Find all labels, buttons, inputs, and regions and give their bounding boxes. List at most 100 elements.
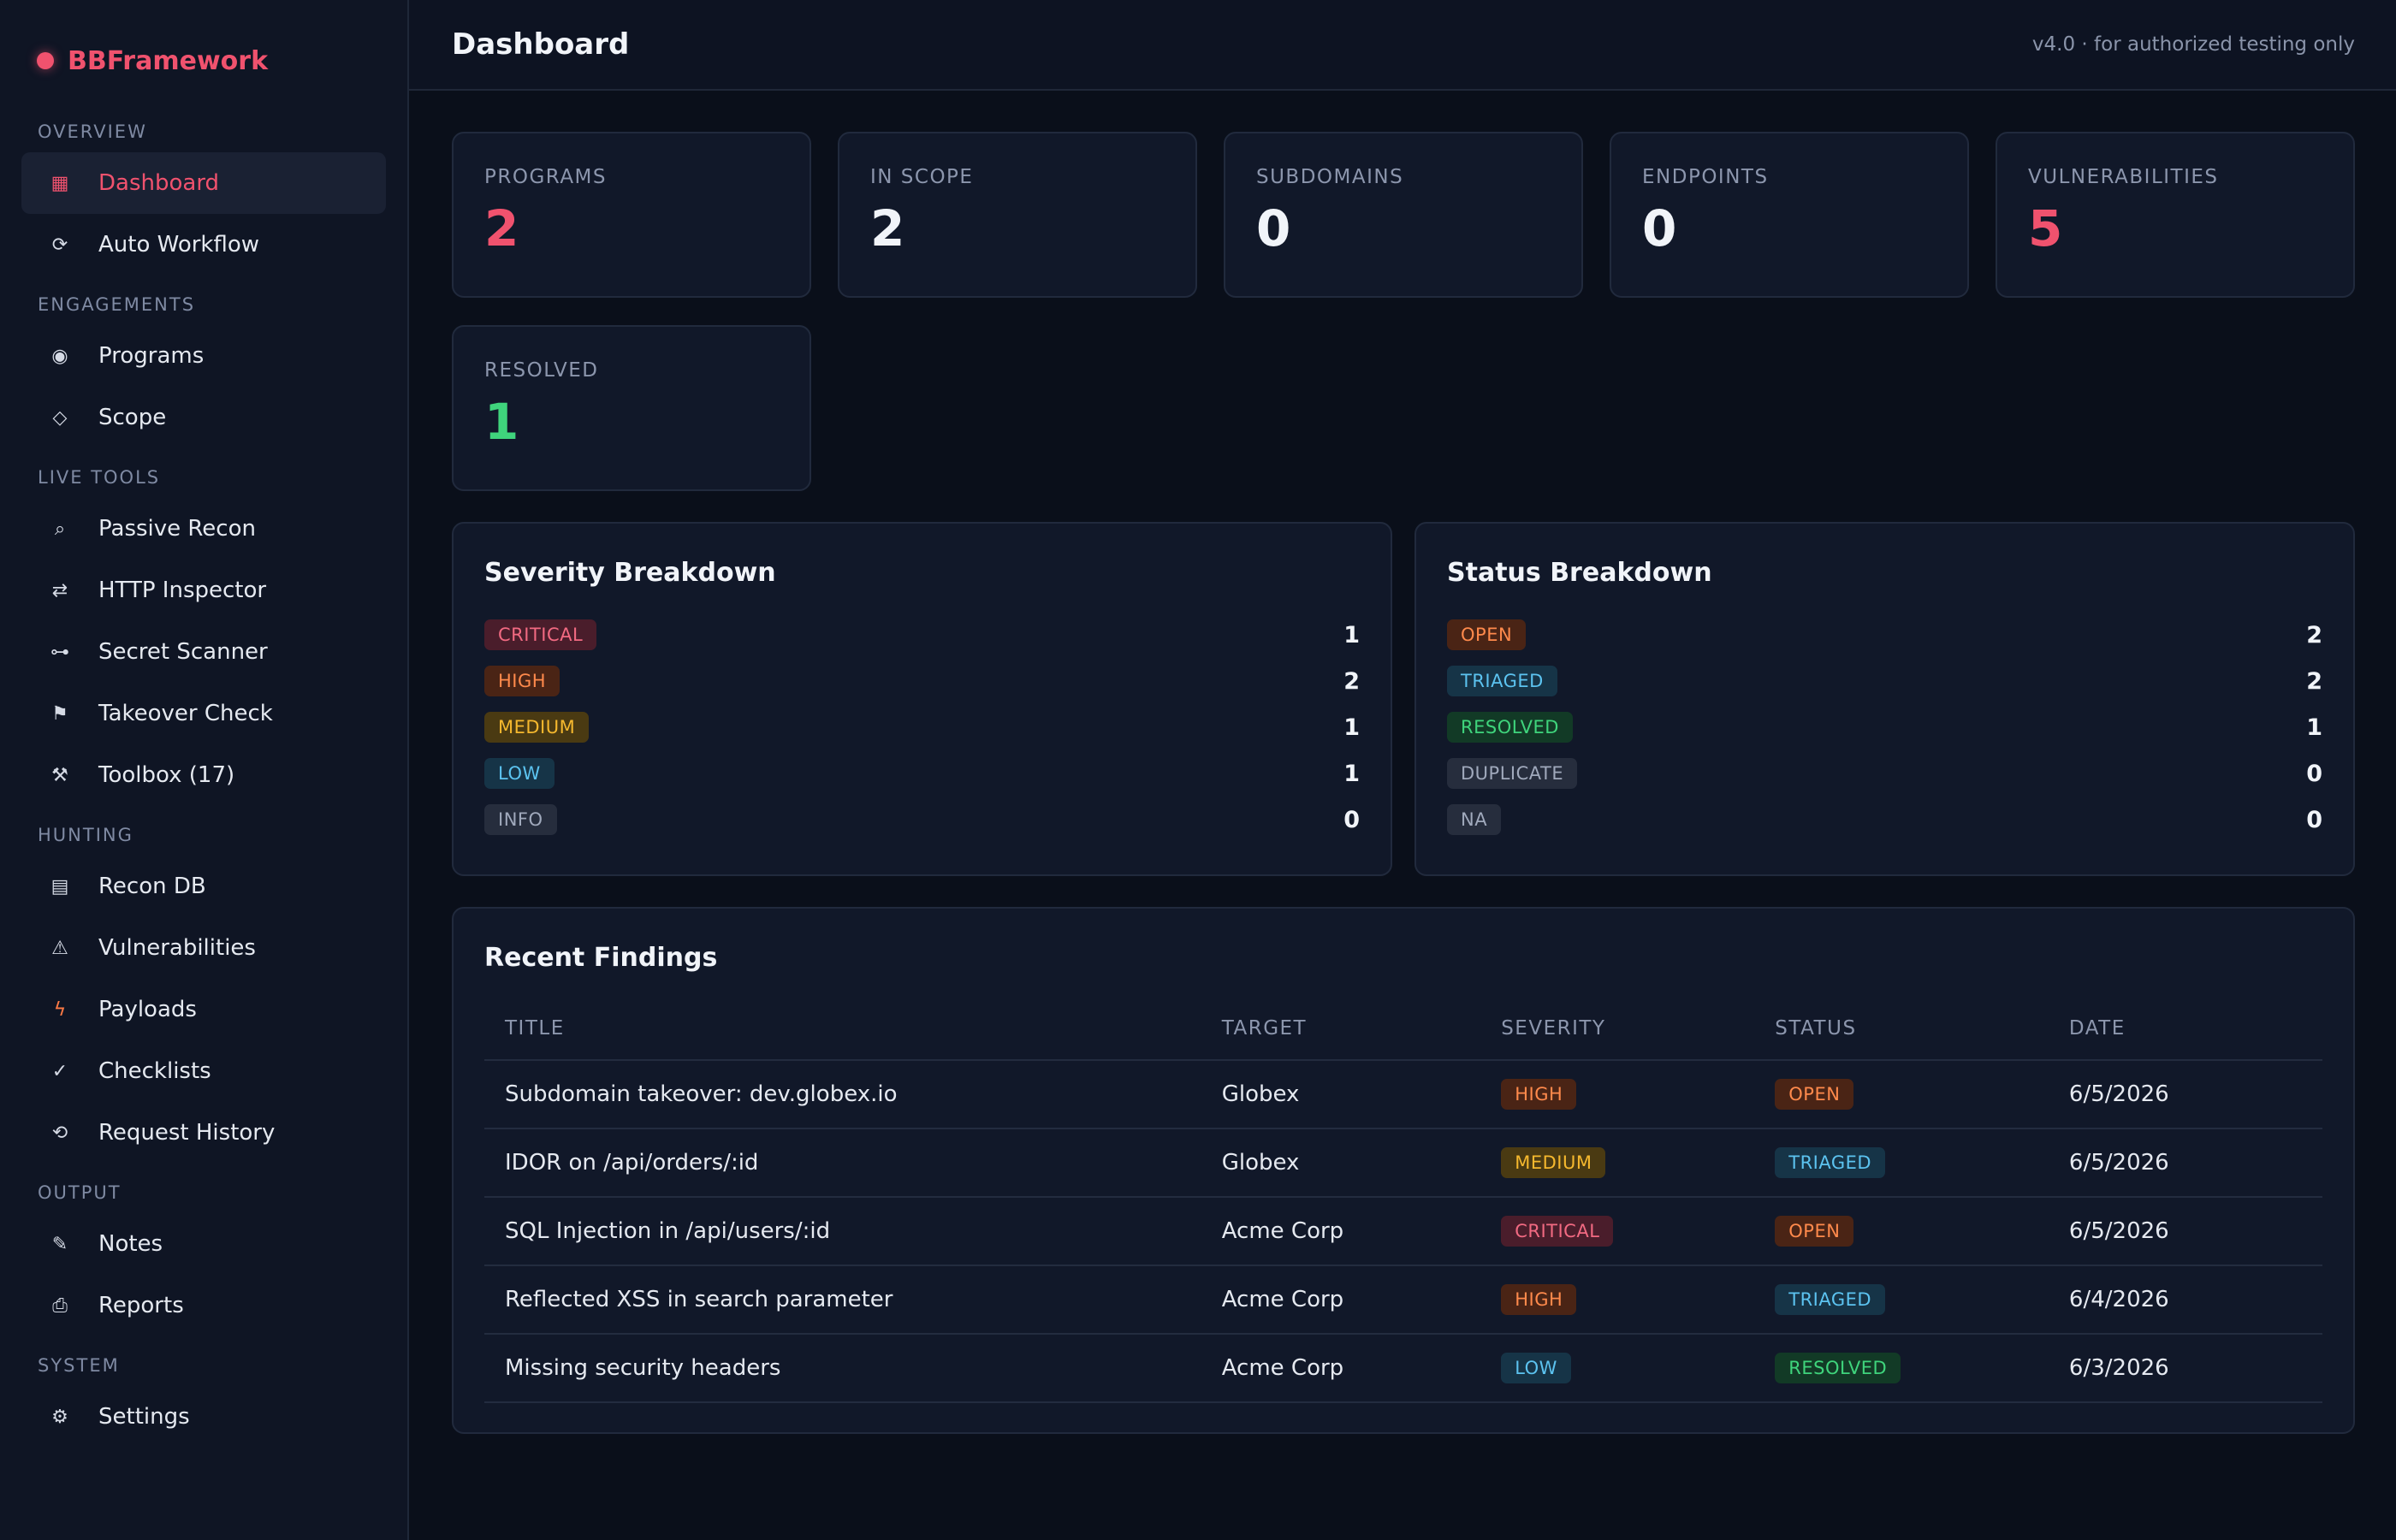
table-row[interactable]: SQL Injection in /api/users/:id Acme Corp…: [484, 1197, 2322, 1266]
finding-title: SQL Injection in /api/users/:id: [484, 1197, 1201, 1266]
status-badge: RESOLVED: [1775, 1353, 1901, 1383]
report-icon: ⎙: [52, 1294, 68, 1317]
status-badge: RESOLVED: [1447, 712, 1573, 743]
sidebar: BBFramework OVERVIEW ▦ Dashboard ⟳ Auto Work…: [0, 0, 409, 1540]
status-badge: TRIAGED: [1447, 666, 1557, 696]
target-icon: ◉: [51, 345, 68, 367]
sidebar-item-label: Takeover Check: [98, 701, 273, 726]
sidebar-item-recon-db[interactable]: ▤ Recon DB: [21, 856, 386, 917]
finding-severity: CRITICAL: [1480, 1197, 1755, 1266]
sidebar-item-dashboard[interactable]: ▦ Dashboard: [21, 152, 386, 214]
severity-badge: CRITICAL: [484, 619, 597, 650]
check-icon: ✓: [51, 1060, 68, 1082]
gear-icon: ⚙: [51, 1406, 68, 1428]
finding-date: 6/5/2026: [2048, 1197, 2322, 1266]
status-row-resolved: RESOLVED 1: [1447, 704, 2322, 750]
sidebar-item-toolbox-17[interactable]: ⚒ Toolbox (17): [21, 744, 386, 806]
finding-severity: HIGH: [1480, 1265, 1755, 1335]
sidebar-item-vulnerabilities[interactable]: ⚠ Vulnerabilities: [21, 917, 386, 979]
sidebar-item-label: Settings: [98, 1404, 190, 1430]
finding-target: Acme Corp: [1201, 1197, 1481, 1266]
finding-target: Acme Corp: [1201, 1334, 1481, 1403]
sidebar-item-programs[interactable]: ◉ Programs: [21, 325, 386, 387]
table-row[interactable]: IDOR on /api/orders/:id Globex MEDIUM TRIAG…: [484, 1128, 2322, 1198]
nav-section-output: OUTPUT ✎ Notes ⎙ Reports: [21, 1182, 386, 1336]
recent-findings-card: Recent Findings TITLE TARGET SEVERITY STATU…: [452, 907, 2355, 1434]
finding-target: Globex: [1201, 1128, 1481, 1198]
finding-status: OPEN: [1754, 1197, 2049, 1266]
finding-date: 6/3/2026: [2048, 1334, 2322, 1403]
sidebar-item-notes[interactable]: ✎ Notes: [21, 1213, 386, 1275]
finding-date: 6/5/2026: [2048, 1060, 2322, 1129]
stat-label: VULNERABILITIES: [2028, 166, 2219, 188]
severity-badge: LOW: [1501, 1353, 1571, 1383]
table-row[interactable]: Reflected XSS in search parameter Acme Co…: [484, 1265, 2322, 1335]
stat-value: 5: [2028, 199, 2063, 258]
nav-section-title: SYSTEM: [38, 1355, 120, 1376]
version-label: v4.0 · for authorized testing only: [2031, 33, 2355, 56]
stat-card-programs: PROGRAMS 2: [452, 132, 811, 298]
status-badge: DUPLICATE: [1447, 758, 1578, 789]
nav-section-overview: OVERVIEW ▦ Dashboard ⟳ Auto Workflow: [21, 121, 386, 275]
sidebar-item-label: Recon DB: [98, 874, 206, 899]
column-header-title[interactable]: TITLE: [484, 997, 1201, 1061]
sidebar-item-label: Request History: [98, 1120, 276, 1146]
diamond-icon: ◇: [52, 406, 68, 429]
nav-section-title: OUTPUT: [38, 1182, 122, 1203]
sidebar-item-label: Passive Recon: [98, 516, 256, 542]
stat-label: IN SCOPE: [870, 166, 974, 188]
brand-logo[interactable]: BBFramework: [37, 41, 386, 80]
nav-section-live-tools: LIVE TOOLS ⌕ Passive Recon ⇄ HTTP Inspector ⊶…: [21, 467, 386, 806]
sidebar-item-label: Vulnerabilities: [98, 935, 256, 961]
finding-severity: HIGH: [1480, 1060, 1755, 1129]
column-header-severity[interactable]: SEVERITY: [1480, 997, 1755, 1061]
key-icon: ⊶: [50, 641, 69, 663]
sidebar-item-label: HTTP Inspector: [98, 578, 267, 603]
stat-value: 0: [1642, 199, 1677, 258]
stat-label: SUBDOMAINS: [1256, 166, 1404, 188]
sidebar-item-checklists[interactable]: ✓ Checklists: [21, 1040, 386, 1102]
sidebar-nav: OVERVIEW ▦ Dashboard ⟳ Auto Workflow ENGAGEME…: [21, 121, 386, 1448]
sidebar-item-auto-workflow[interactable]: ⟳ Auto Workflow: [21, 214, 386, 275]
sidebar-item-label: Toolbox (17): [98, 762, 235, 788]
status-badge: OPEN: [1775, 1216, 1854, 1247]
status-breakdown-card: Status Breakdown OPEN 2 TRIAGED 2 RESOLVED 1 D…: [1414, 522, 2355, 876]
finding-title: IDOR on /api/orders/:id: [484, 1128, 1201, 1198]
sidebar-item-http-inspector[interactable]: ⇄ HTTP Inspector: [21, 560, 386, 621]
severity-count: 1: [1343, 760, 1360, 787]
column-header-date[interactable]: DATE: [2048, 997, 2322, 1061]
sidebar-item-settings[interactable]: ⚙ Settings: [21, 1386, 386, 1448]
table-row[interactable]: Missing security headers Acme Corp LOW RESO…: [484, 1334, 2322, 1403]
sidebar-item-label: Dashboard: [98, 170, 220, 196]
severity-count: 2: [1343, 667, 1360, 695]
sidebar-item-secret-scanner[interactable]: ⊶ Secret Scanner: [21, 621, 386, 683]
column-header-target[interactable]: TARGET: [1201, 997, 1481, 1061]
bolt-icon: ϟ: [53, 998, 67, 1021]
sidebar-item-passive-recon[interactable]: ⌕ Passive Recon: [21, 498, 386, 560]
sidebar-item-scope[interactable]: ◇ Scope: [21, 387, 386, 448]
status-row-duplicate: DUPLICATE 0: [1447, 750, 2322, 797]
sidebar-item-label: Checklists: [98, 1058, 211, 1084]
finding-title: Reflected XSS in search parameter: [484, 1265, 1201, 1335]
severity-badge: LOW: [484, 758, 555, 789]
sidebar-item-reports[interactable]: ⎙ Reports: [21, 1275, 386, 1336]
severity-row-medium: MEDIUM 1: [484, 704, 1360, 750]
history-icon: ⟲: [51, 1122, 68, 1144]
column-header-status[interactable]: STATUS: [1754, 997, 2049, 1061]
severity-row-critical: CRITICAL 1: [484, 612, 1360, 658]
sidebar-item-request-history[interactable]: ⟲ Request History: [21, 1102, 386, 1164]
findings-body: Subdomain takeover: dev.globex.io Globex H…: [484, 1060, 2322, 1403]
finding-severity: LOW: [1480, 1334, 1755, 1403]
topbar: Dashboard v4.0 · for authorized testing …: [409, 0, 2396, 91]
table-row[interactable]: Subdomain takeover: dev.globex.io Globex H…: [484, 1060, 2322, 1129]
main-area: Dashboard v4.0 · for authorized testing …: [409, 0, 2396, 1540]
sidebar-item-takeover-check[interactable]: ⚑ Takeover Check: [21, 683, 386, 744]
sidebar-item-label: Auto Workflow: [98, 232, 260, 258]
status-count: 1: [2306, 714, 2322, 741]
page-title: Dashboard: [452, 27, 630, 62]
database-icon: ▤: [50, 875, 69, 897]
sidebar-item-payloads[interactable]: ϟ Payloads: [21, 979, 386, 1040]
stat-value: 2: [484, 199, 519, 258]
status-count: 2: [2306, 667, 2322, 695]
status-count: 0: [2306, 806, 2322, 833]
